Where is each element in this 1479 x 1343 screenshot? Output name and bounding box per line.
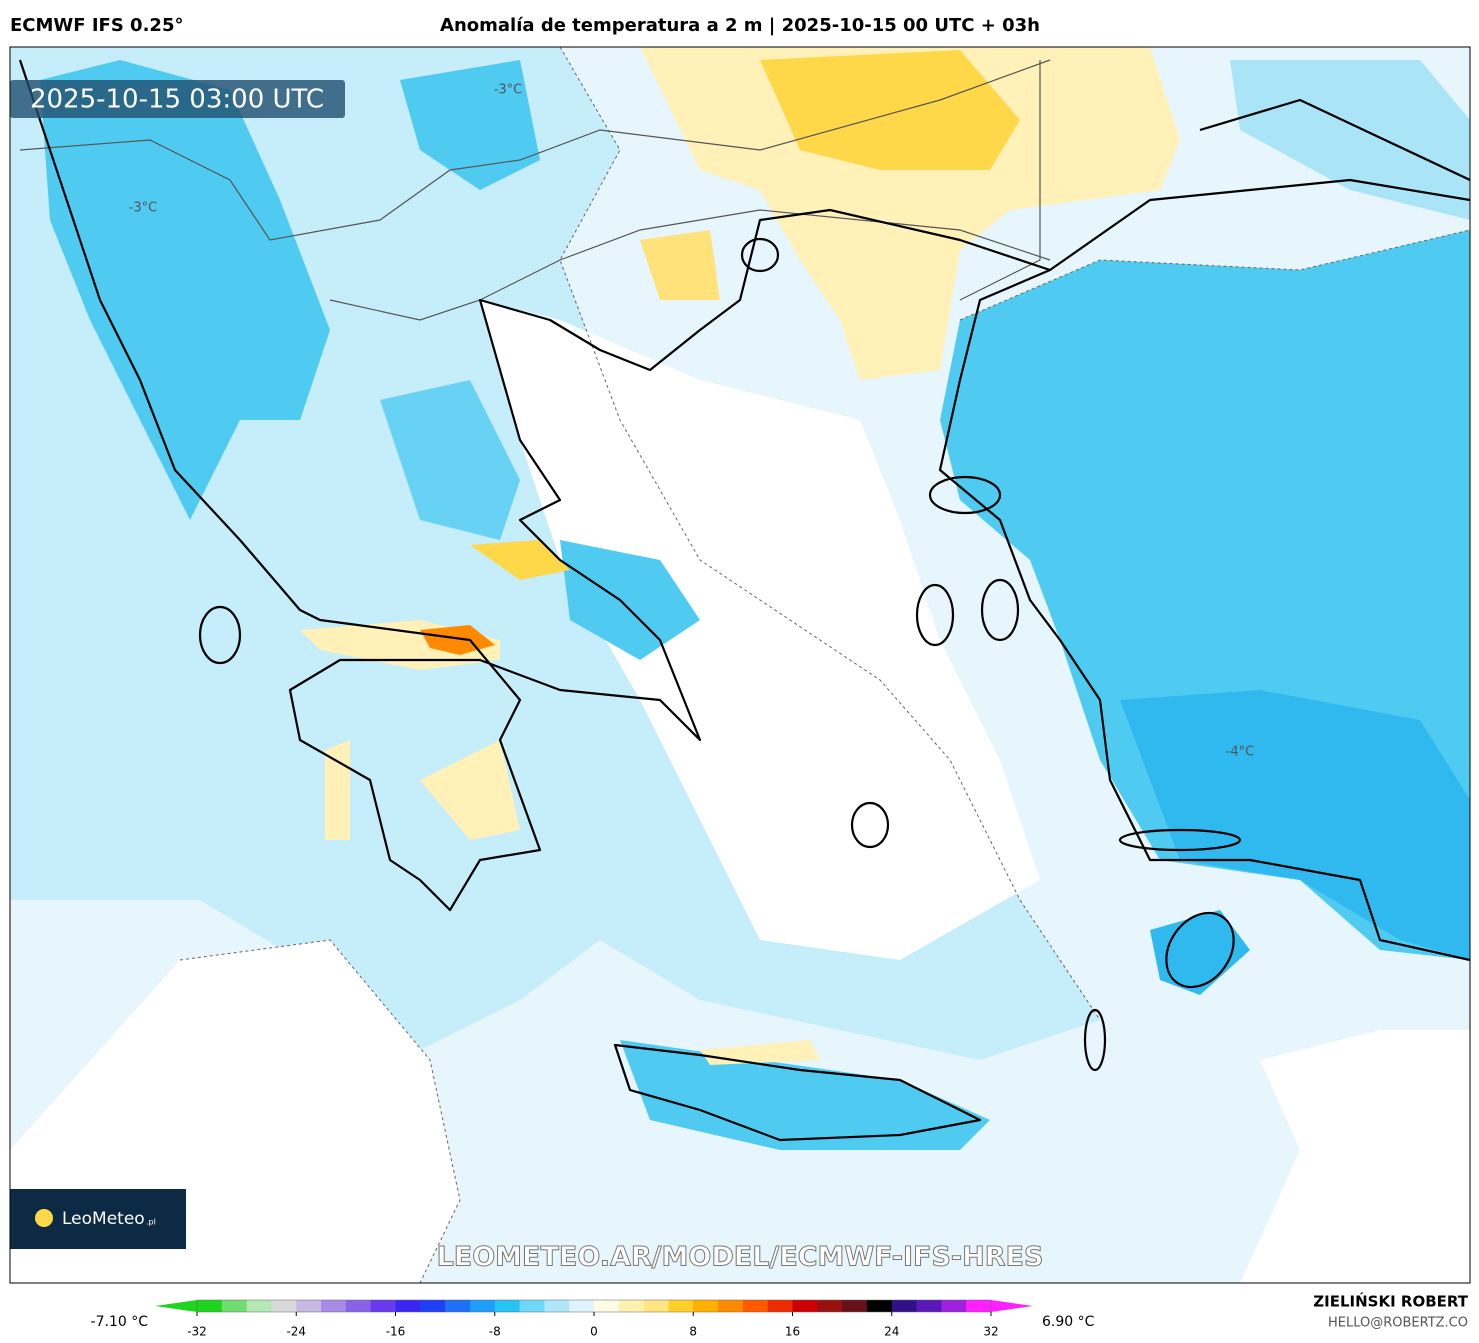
colorbar-swatch bbox=[395, 1300, 421, 1312]
colorbar-tick-label: -16 bbox=[386, 1325, 406, 1339]
author: ZIELIŃSKI ROBERT bbox=[1313, 1292, 1468, 1311]
colorbar-swatch bbox=[866, 1300, 893, 1312]
island bbox=[740, 237, 780, 273]
watermark: LEOMETEO.AR/MODEL/ECMWF-IFS-HRES bbox=[437, 1242, 1044, 1273]
logo-sun bbox=[35, 1209, 53, 1227]
anomaly-cold bbox=[1120, 690, 1470, 960]
colorbar-swatch bbox=[221, 1300, 248, 1312]
colorbar-tick-label: 16 bbox=[785, 1325, 800, 1339]
map-area: -3°C -3°C -4°C 2025-10-15 03:00 UTC LeoM… bbox=[9, 46, 1471, 1284]
colorbar-swatch bbox=[792, 1300, 818, 1312]
island bbox=[928, 475, 1002, 515]
valid-time: 2025-10-15 03:00 UTC bbox=[30, 85, 324, 115]
contour-label: -3°C bbox=[129, 201, 158, 216]
anomaly-neutral bbox=[480, 300, 1040, 960]
colorbar-tick-label: 8 bbox=[689, 1325, 697, 1339]
colorbar-min-label: -7.10 °C bbox=[91, 1314, 149, 1330]
anomaly-neutral bbox=[1240, 1030, 1470, 1283]
colorbar-swatch bbox=[420, 1300, 446, 1312]
island bbox=[613, 1043, 982, 1142]
colorbar-swatch bbox=[296, 1300, 322, 1312]
country-border bbox=[19, 59, 1051, 241]
colorbar-swatch bbox=[321, 1300, 347, 1312]
anomaly-warm bbox=[760, 50, 1020, 170]
island bbox=[915, 583, 955, 647]
colorbar-swatch bbox=[246, 1300, 272, 1312]
colorbar-swatch bbox=[742, 1300, 769, 1312]
country-border bbox=[959, 60, 1041, 301]
colorbar: -7.10 °C 6.90 °C -32 -24 -16 -8 0 8 16 24 32 bbox=[91, 1299, 1095, 1339]
colorbar-swatch bbox=[345, 1300, 372, 1312]
colorbar-swatch bbox=[618, 1300, 645, 1312]
colorbar-swatch bbox=[594, 1300, 620, 1312]
island bbox=[198, 605, 242, 665]
colorbar-tick-label: -24 bbox=[286, 1325, 306, 1339]
valid-time-box bbox=[10, 80, 345, 118]
colorbar-swatch bbox=[718, 1300, 744, 1312]
anomaly-warm bbox=[640, 230, 720, 300]
colorbar-tick-label: 24 bbox=[884, 1325, 899, 1339]
colorbar-tick-label: -32 bbox=[187, 1325, 207, 1339]
colorbar-swatch bbox=[916, 1300, 942, 1312]
colorbar-swatch bbox=[966, 1300, 992, 1312]
colorbar-tick-label: 32 bbox=[983, 1325, 998, 1339]
coastline bbox=[1199, 98, 1470, 181]
colorbar-swatch bbox=[693, 1300, 719, 1312]
island bbox=[1165, 911, 1235, 989]
anomaly-cold bbox=[1150, 910, 1250, 995]
logo-suffix: .pl bbox=[146, 1218, 156, 1227]
contour-line bbox=[959, 229, 1470, 321]
colorbar-swatch bbox=[767, 1300, 793, 1312]
anomaly-cold bbox=[380, 380, 520, 540]
island bbox=[1118, 828, 1242, 852]
country-border bbox=[329, 209, 1051, 321]
email: HELLO@ROBERTZ.CO bbox=[1328, 1316, 1468, 1331]
colorbar-swatch bbox=[668, 1300, 694, 1312]
anomaly-warm bbox=[470, 540, 570, 580]
colorbar-swatch bbox=[469, 1300, 496, 1312]
colorbar-swatch bbox=[842, 1300, 868, 1312]
colorbar-swatch bbox=[445, 1300, 471, 1312]
island bbox=[850, 801, 890, 849]
colorbar-swatch bbox=[544, 1300, 570, 1312]
colorbar-swatch bbox=[494, 1300, 521, 1312]
colorbar-arrow bbox=[155, 1300, 197, 1312]
coastline bbox=[1049, 178, 1470, 271]
map-frame bbox=[9, 46, 1471, 1284]
island bbox=[1083, 1008, 1107, 1072]
contour-label: -4°C bbox=[1226, 745, 1255, 760]
colorbar-arrow bbox=[991, 1300, 1033, 1312]
colorbar-swatch bbox=[891, 1300, 918, 1312]
anomaly-cold bbox=[40, 60, 330, 520]
anomaly-cold bbox=[560, 540, 700, 660]
model-name: ECMWF IFS 0.25° bbox=[10, 15, 183, 36]
colorbar-swatch bbox=[643, 1300, 669, 1312]
logo-text: LeoMeteo bbox=[62, 1209, 145, 1229]
contour-line bbox=[559, 47, 1101, 1021]
colorbar-swatch bbox=[197, 1300, 223, 1312]
map-title: Anomalía de temperatura a 2 m | 2025-10-… bbox=[440, 15, 1040, 36]
anomaly-cold bbox=[620, 1040, 990, 1150]
colorbar-swatch bbox=[271, 1300, 297, 1312]
island bbox=[980, 578, 1020, 642]
contour-label: -3°C bbox=[494, 83, 523, 98]
colorbar-tick-label: 0 bbox=[590, 1325, 598, 1339]
anomaly-warm bbox=[640, 47, 1180, 380]
colorbar-swatch bbox=[569, 1300, 595, 1312]
coastline bbox=[18, 59, 1470, 962]
anomaly-light bbox=[1230, 60, 1470, 220]
colorbar-swatch bbox=[370, 1300, 396, 1312]
colorbar-swatch bbox=[519, 1300, 545, 1312]
colorbar-swatch bbox=[817, 1300, 843, 1312]
colorbar-tick-label: -8 bbox=[489, 1325, 501, 1339]
anomaly-warm bbox=[325, 740, 350, 840]
colorbar-swatch bbox=[941, 1300, 967, 1312]
anomaly-warm bbox=[420, 740, 520, 840]
anomaly-cold bbox=[400, 60, 540, 190]
contour-line bbox=[179, 939, 461, 1283]
colorbar-max-label: 6.90 °C bbox=[1042, 1314, 1095, 1330]
